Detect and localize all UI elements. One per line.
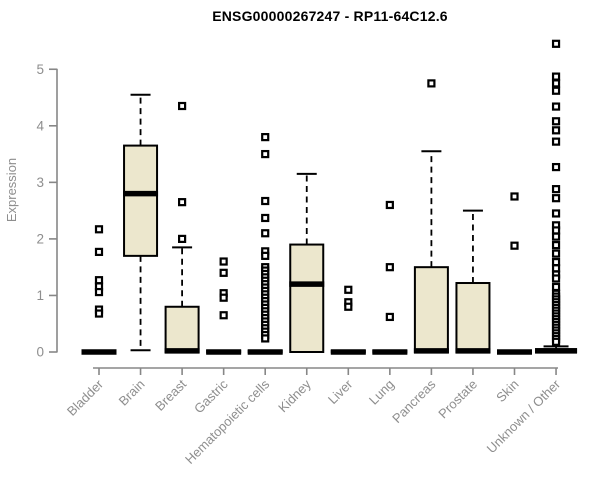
boxplot-gastric xyxy=(206,257,242,355)
outlier-point xyxy=(551,241,561,250)
outlier-point xyxy=(551,126,561,135)
x-tick-label: Kidney xyxy=(275,376,314,415)
y-tick-label: 5 xyxy=(36,62,44,77)
outlier-point xyxy=(551,185,561,194)
box xyxy=(455,282,491,353)
outlier-point xyxy=(178,234,187,243)
box xyxy=(164,305,200,354)
outlier-point xyxy=(261,251,270,260)
outlier-point xyxy=(551,282,561,292)
outlier-point xyxy=(551,39,561,48)
x-tick-label: Gastric xyxy=(191,376,231,416)
outlier-point xyxy=(219,293,228,302)
outlier-point xyxy=(94,247,104,257)
y-tick-label: 0 xyxy=(36,345,44,360)
outlier-point xyxy=(178,198,187,207)
boxplot-unknown-other xyxy=(535,39,578,354)
outlier-point xyxy=(510,241,519,250)
outlier-point xyxy=(385,263,394,272)
outlier-point xyxy=(551,102,561,111)
outlier-point xyxy=(551,274,561,283)
x-tick-label: Pancreas xyxy=(389,376,439,426)
x-tick-label: Bladder xyxy=(64,376,107,419)
boxplot-kidney xyxy=(289,172,325,353)
outlier-point xyxy=(510,192,519,201)
outlier-point xyxy=(219,311,228,320)
x-tick-label: Unknown / Other xyxy=(484,376,564,456)
outlier-point xyxy=(551,249,561,258)
y-axis: 0 1 2 3 4 5 xyxy=(36,62,58,360)
x-tick-label: Brain xyxy=(116,377,148,409)
outlier-point xyxy=(551,162,561,172)
x-tick-label: Breast xyxy=(152,376,189,413)
box xyxy=(413,266,449,353)
outlier-point xyxy=(385,312,394,322)
outlier-point xyxy=(551,194,561,203)
boxplot-pancreas xyxy=(413,79,449,354)
outlier-point xyxy=(551,72,561,81)
x-tick-label: Lung xyxy=(366,377,397,408)
boxplot-prostate xyxy=(455,209,491,354)
boxplot-liver xyxy=(330,285,366,355)
outlier-point xyxy=(94,309,104,318)
outlier-point xyxy=(261,196,270,206)
y-tick-label: 2 xyxy=(36,231,44,246)
outlier-point xyxy=(427,79,436,88)
boxplot-hematopoietic-cells xyxy=(247,133,283,355)
outlier-point xyxy=(344,302,353,311)
boxplot-skin xyxy=(497,192,532,355)
chart-title: ENSG00000267247 - RP11-64C12.6 xyxy=(212,8,448,24)
y-tick-label: 4 xyxy=(36,118,44,133)
outlier-point xyxy=(551,86,561,95)
outlier-point xyxy=(219,268,228,277)
outlier-point xyxy=(551,117,561,126)
outlier-point xyxy=(178,101,187,111)
boxplot-lung xyxy=(372,200,408,355)
outlier-point xyxy=(261,133,270,142)
outlier-point xyxy=(551,337,561,346)
outlier-point xyxy=(551,264,561,273)
outlier-point xyxy=(261,149,270,159)
outlier-point xyxy=(94,225,104,234)
outlier-point xyxy=(551,226,561,235)
outlier-point xyxy=(551,257,561,267)
outlier-point xyxy=(94,276,104,285)
boxplot-brain xyxy=(123,93,159,352)
outlier-point xyxy=(344,285,353,294)
boxplot-bladder xyxy=(81,225,117,355)
outlier-point xyxy=(219,257,228,266)
x-tick-label: Prostate xyxy=(435,377,480,422)
box xyxy=(289,243,325,353)
outlier-point xyxy=(551,232,561,241)
y-tick-label: 3 xyxy=(36,175,44,190)
boxplot-breast xyxy=(164,101,200,354)
outlier-point xyxy=(551,79,561,88)
box xyxy=(123,144,159,257)
x-tick-label: Liver xyxy=(325,376,356,407)
outlier-point xyxy=(261,229,270,238)
y-tick-label: 1 xyxy=(36,288,44,303)
outlier-point xyxy=(94,287,104,297)
x-tick-label: Skin xyxy=(493,377,521,405)
outlier-point xyxy=(261,213,270,223)
outlier-point xyxy=(385,200,394,210)
outlier-point xyxy=(551,137,561,146)
outlier-point xyxy=(551,209,561,218)
outlier-point xyxy=(261,334,270,343)
